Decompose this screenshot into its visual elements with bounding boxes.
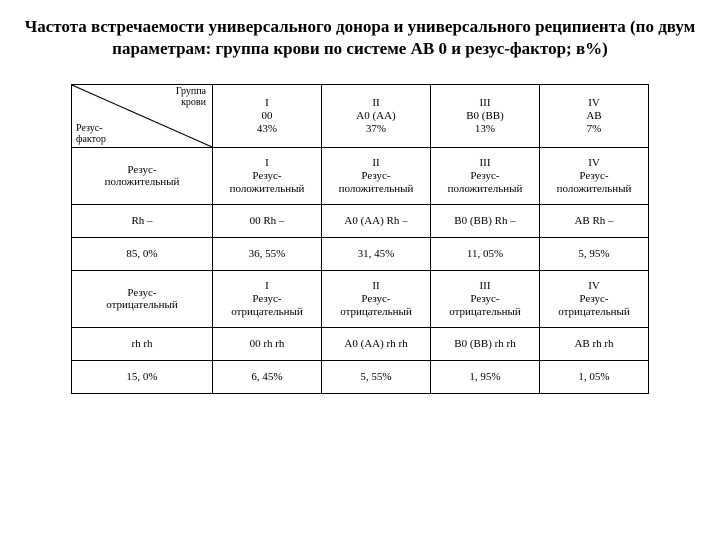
cell: 36, 55% bbox=[213, 238, 322, 271]
header-group-label: Группакрови bbox=[176, 87, 206, 108]
cell: 31, 45% bbox=[322, 238, 431, 271]
group-num: II bbox=[326, 97, 426, 110]
group-pct: 43% bbox=[217, 123, 317, 136]
group-pct: 7% bbox=[544, 123, 644, 136]
group-pct: 37% bbox=[326, 123, 426, 136]
cell: A0 (AA) rh rh bbox=[322, 328, 431, 361]
page-title: Частота встречаемости универсального дон… bbox=[24, 16, 696, 60]
cell: IIIРезус-отрицательный bbox=[431, 271, 540, 328]
cell: 00 rh rh bbox=[213, 328, 322, 361]
header-diagonal: Группакрови Резус-фактор bbox=[72, 85, 213, 148]
group-code: A0 (AA) bbox=[326, 110, 426, 123]
cell: AB Rh – bbox=[540, 205, 649, 238]
row-neg-label: Резус-отрицательный bbox=[72, 271, 213, 328]
cell: IРезус-положительный bbox=[213, 148, 322, 205]
group-code: B0 (BB) bbox=[435, 110, 535, 123]
row-pos-rh-label: Rh – bbox=[72, 205, 213, 238]
row-neg-pct-label: 15, 0% bbox=[72, 361, 213, 394]
cell: IVРезус-положительный bbox=[540, 148, 649, 205]
cell: IIРезус-отрицательный bbox=[322, 271, 431, 328]
col-head-3: III B0 (BB) 13% bbox=[431, 85, 540, 148]
group-code: 00 bbox=[217, 110, 317, 123]
row-pos-label: Резус-положительный bbox=[72, 148, 213, 205]
group-num: III bbox=[435, 97, 535, 110]
cell: 11, 05% bbox=[431, 238, 540, 271]
header-rh-label: Резус-фактор bbox=[76, 124, 106, 145]
cell: 00 Rh – bbox=[213, 205, 322, 238]
cell: B0 (BB) Rh – bbox=[431, 205, 540, 238]
cell: AB rh rh bbox=[540, 328, 649, 361]
group-code: AB bbox=[544, 110, 644, 123]
cell: IIIРезус-положительный bbox=[431, 148, 540, 205]
row-neg-rh-label: rh rh bbox=[72, 328, 213, 361]
group-pct: 13% bbox=[435, 123, 535, 136]
cell: A0 (AA) Rh – bbox=[322, 205, 431, 238]
cell: 5, 95% bbox=[540, 238, 649, 271]
cell: 6, 45% bbox=[213, 361, 322, 394]
col-head-4: IV AB 7% bbox=[540, 85, 649, 148]
group-num: I bbox=[217, 97, 317, 110]
frequency-table: Группакрови Резус-фактор I 00 43% II A0 … bbox=[71, 84, 649, 394]
cell: IVРезус-отрицательный bbox=[540, 271, 649, 328]
group-num: IV bbox=[544, 97, 644, 110]
cell: IРезус-отрицательный bbox=[213, 271, 322, 328]
col-head-2: II A0 (AA) 37% bbox=[322, 85, 431, 148]
col-head-1: I 00 43% bbox=[213, 85, 322, 148]
cell: 1, 05% bbox=[540, 361, 649, 394]
cell: 1, 95% bbox=[431, 361, 540, 394]
cell: B0 (BB) rh rh bbox=[431, 328, 540, 361]
cell: IIРезус-положительный bbox=[322, 148, 431, 205]
row-pos-pct-label: 85, 0% bbox=[72, 238, 213, 271]
cell: 5, 55% bbox=[322, 361, 431, 394]
